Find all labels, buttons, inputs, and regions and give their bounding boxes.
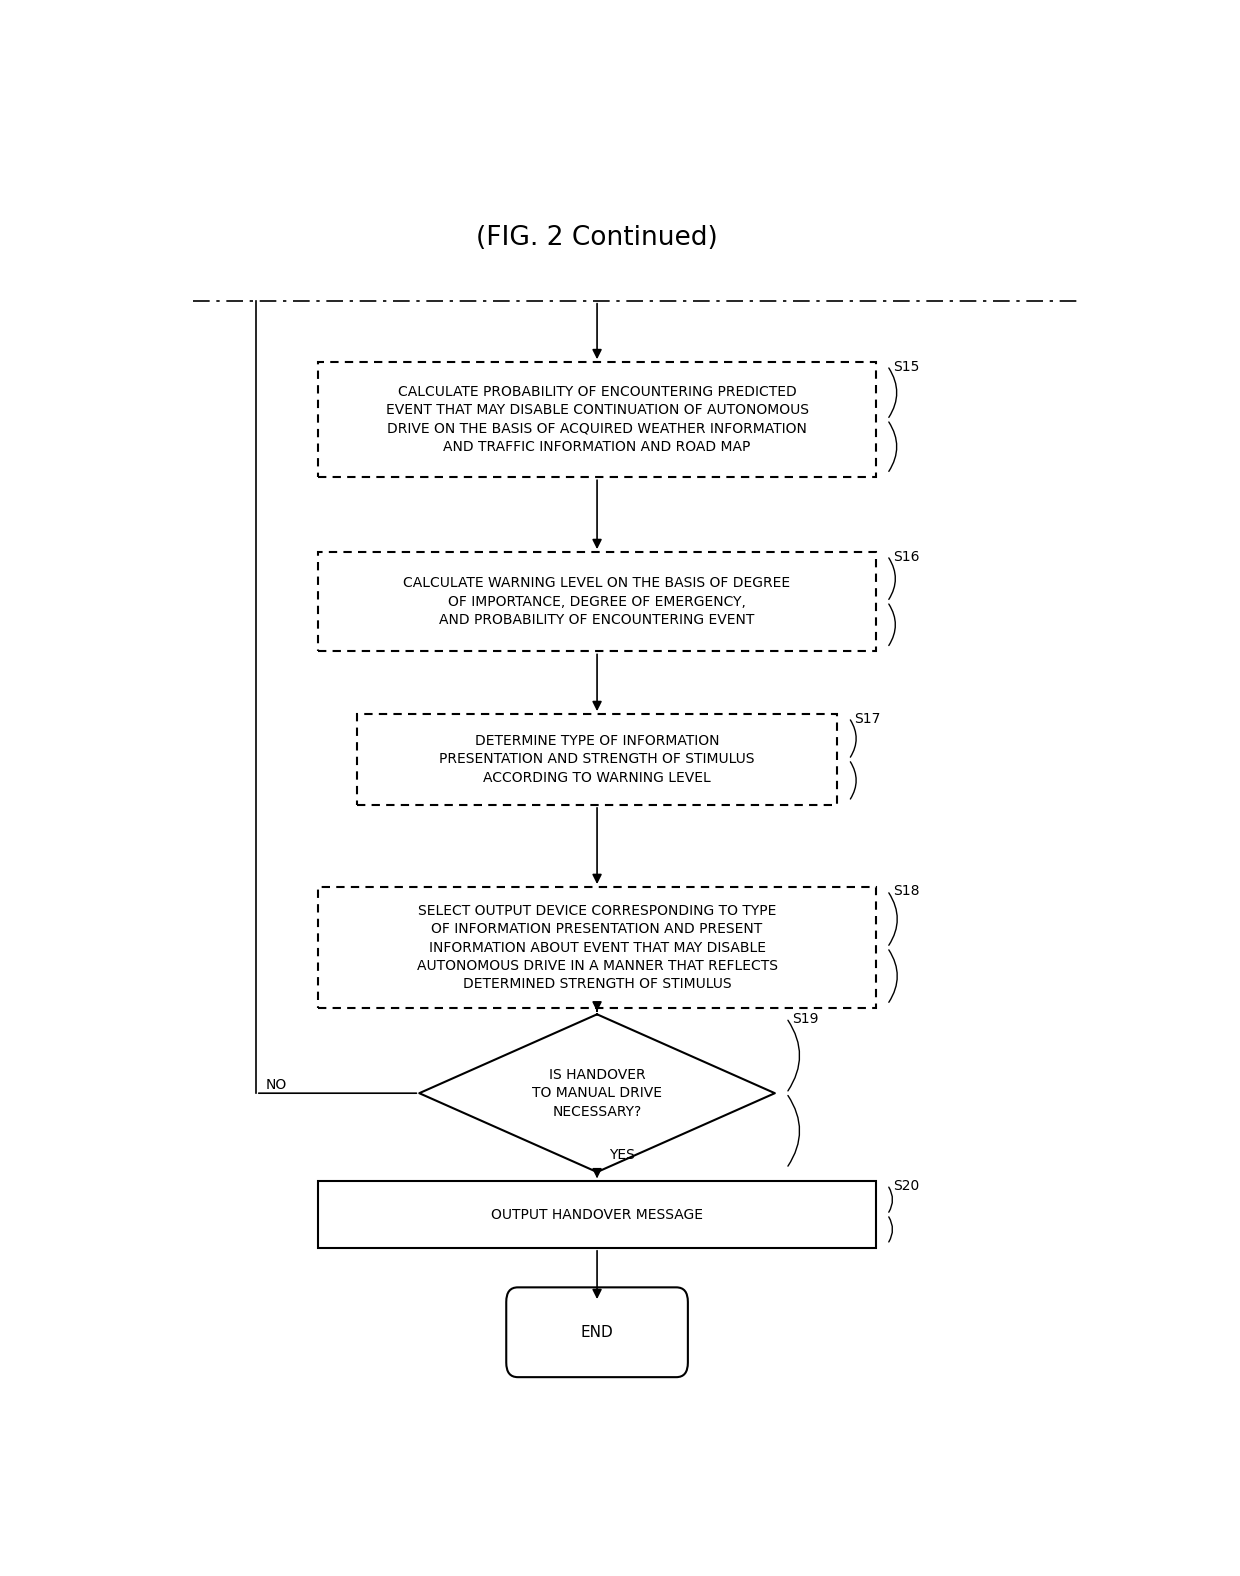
- FancyBboxPatch shape: [357, 714, 837, 805]
- Text: CALCULATE PROBABILITY OF ENCOUNTERING PREDICTED
EVENT THAT MAY DISABLE CONTINUAT: CALCULATE PROBABILITY OF ENCOUNTERING PR…: [386, 385, 808, 454]
- Text: S16: S16: [893, 550, 920, 564]
- Text: END: END: [580, 1325, 614, 1340]
- FancyBboxPatch shape: [319, 1180, 875, 1248]
- Text: (FIG. 2 Continued): (FIG. 2 Continued): [476, 225, 718, 251]
- Text: S17: S17: [854, 711, 880, 725]
- Text: S15: S15: [893, 359, 919, 374]
- Text: CALCULATE WARNING LEVEL ON THE BASIS OF DEGREE
OF IMPORTANCE, DEGREE OF EMERGENC: CALCULATE WARNING LEVEL ON THE BASIS OF …: [403, 577, 791, 627]
- Text: NO: NO: [265, 1078, 286, 1092]
- FancyBboxPatch shape: [319, 887, 875, 1009]
- Text: OUTPUT HANDOVER MESSAGE: OUTPUT HANDOVER MESSAGE: [491, 1207, 703, 1221]
- Text: YES: YES: [609, 1147, 635, 1162]
- Text: SELECT OUTPUT DEVICE CORRESPONDING TO TYPE
OF INFORMATION PRESENTATION AND PRESE: SELECT OUTPUT DEVICE CORRESPONDING TO TY…: [417, 903, 777, 991]
- Text: S20: S20: [893, 1179, 919, 1193]
- Text: DETERMINE TYPE OF INFORMATION
PRESENTATION AND STRENGTH OF STIMULUS
ACCORDING TO: DETERMINE TYPE OF INFORMATION PRESENTATI…: [439, 734, 755, 785]
- FancyBboxPatch shape: [319, 362, 875, 478]
- Text: IS HANDOVER
TO MANUAL DRIVE
NECESSARY?: IS HANDOVER TO MANUAL DRIVE NECESSARY?: [532, 1069, 662, 1119]
- FancyBboxPatch shape: [506, 1288, 688, 1377]
- FancyBboxPatch shape: [319, 552, 875, 651]
- Text: S18: S18: [893, 884, 920, 898]
- Polygon shape: [419, 1015, 775, 1173]
- Text: S19: S19: [792, 1012, 818, 1026]
